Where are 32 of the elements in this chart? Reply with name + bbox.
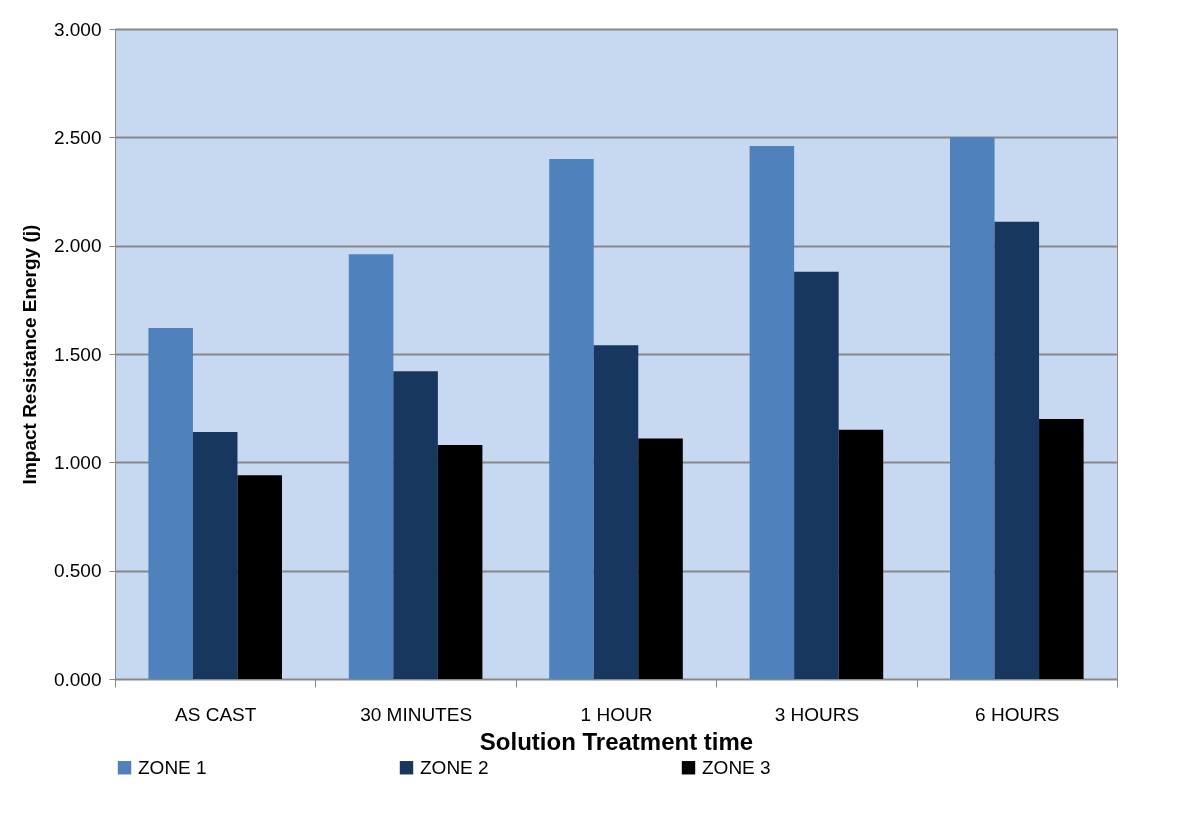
bar xyxy=(549,159,594,679)
x-tick-label: AS CAST xyxy=(175,703,257,725)
bar xyxy=(749,146,795,679)
bar xyxy=(393,371,438,679)
bar xyxy=(593,345,639,679)
legend-label: ZONE 1 xyxy=(138,756,207,778)
y-tick-label: 3.000 xyxy=(53,18,102,40)
bar xyxy=(794,271,839,679)
y-tick-label: 1.500 xyxy=(53,343,102,365)
x-tick-label: 3 HOURS xyxy=(774,703,860,725)
bar xyxy=(638,438,683,679)
bar xyxy=(950,137,995,679)
bar xyxy=(148,328,193,679)
y-tick-label: 2.500 xyxy=(53,126,102,148)
x-axis-title: Solution Treatment time xyxy=(479,727,754,755)
legend-label: ZONE 3 xyxy=(702,756,771,778)
bar xyxy=(437,445,483,679)
y-tick-label: 1.000 xyxy=(53,451,102,473)
bar xyxy=(1039,419,1084,679)
y-axis-title: Impact Resistance Energy (j) xyxy=(18,224,40,485)
y-tick-label: 0.500 xyxy=(53,560,102,582)
bar xyxy=(237,475,282,679)
y-tick-label: 0.000 xyxy=(53,668,102,690)
bar xyxy=(192,432,238,679)
bar xyxy=(838,429,884,679)
x-tick-label: 1 HOUR xyxy=(580,703,653,725)
legend-label: ZONE 2 xyxy=(420,756,489,778)
bar xyxy=(994,221,1040,679)
bar xyxy=(348,254,394,679)
x-tick-label: 6 HOURS xyxy=(975,703,1060,725)
x-tick-label: 30 MINUTES xyxy=(360,703,473,725)
y-tick-label: 2.000 xyxy=(53,235,102,257)
